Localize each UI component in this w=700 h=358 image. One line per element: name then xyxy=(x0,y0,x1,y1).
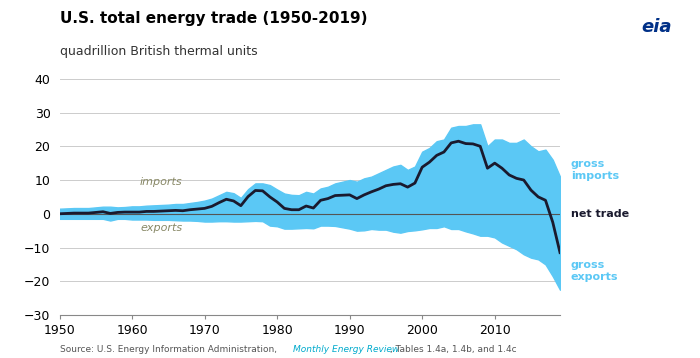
Text: Monthly Energy Review: Monthly Energy Review xyxy=(293,345,399,354)
Text: Source: U.S. Energy Information Administration,: Source: U.S. Energy Information Administ… xyxy=(60,345,279,354)
Text: imports: imports xyxy=(140,177,183,187)
Text: exports: exports xyxy=(140,223,182,233)
Text: gross
imports: gross imports xyxy=(571,159,619,181)
Text: gross
exports: gross exports xyxy=(571,260,618,282)
Text: U.S. total energy trade (1950-2019): U.S. total energy trade (1950-2019) xyxy=(60,11,367,26)
Text: , Tables 1.4a, 1.4b, and 1.4c: , Tables 1.4a, 1.4b, and 1.4c xyxy=(389,345,516,354)
Text: net trade: net trade xyxy=(571,209,629,219)
Text: quadrillion British thermal units: quadrillion British thermal units xyxy=(60,45,257,58)
Text: eia: eia xyxy=(641,18,672,36)
